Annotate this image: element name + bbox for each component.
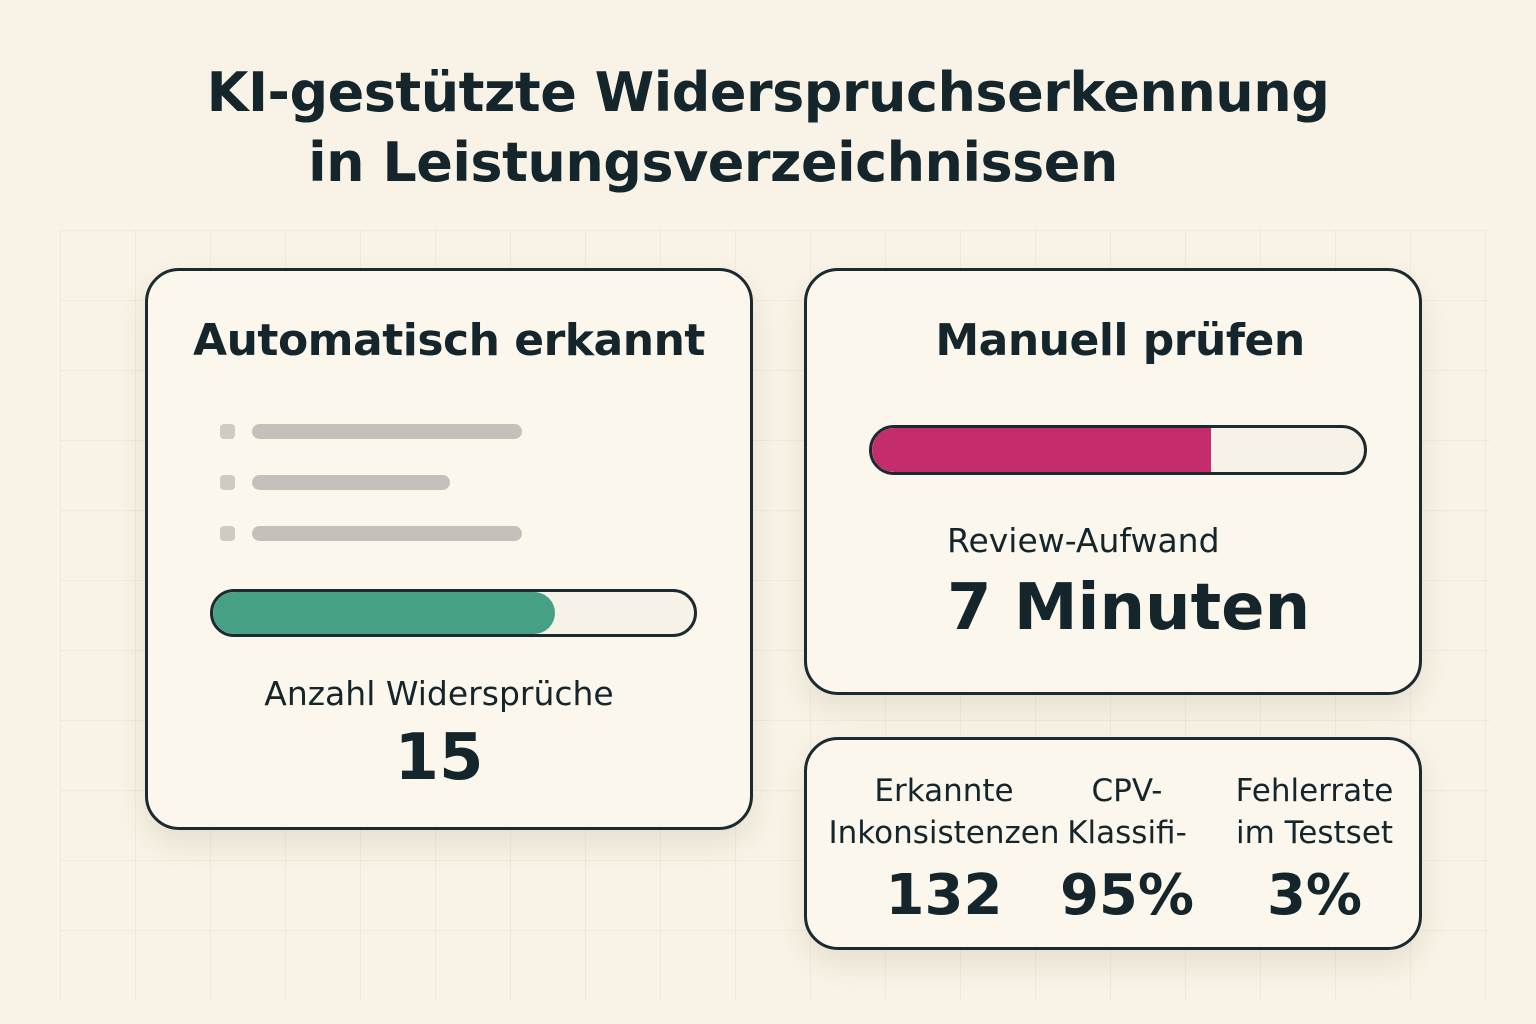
bullet-icon <box>220 424 235 439</box>
stat-label: Fehlerrate im Testset <box>1235 773 1394 851</box>
auto-progress-bar <box>210 589 697 637</box>
stat-value: 132 <box>885 863 1003 928</box>
manual-card-title: Manuell prüfen <box>935 315 1305 366</box>
bullet-icon <box>220 475 235 490</box>
title-line-1: KI-gestützte Widerspruchserkennung <box>206 61 1330 124</box>
placeholder-line <box>252 526 522 541</box>
bullet-icon <box>220 526 235 541</box>
auto-card-title: Automatisch erkannt <box>193 315 705 366</box>
placeholder-line <box>252 475 450 490</box>
title-line-2: in Leistungsverzeichnissen <box>308 131 1118 194</box>
review-progress-bar <box>869 425 1367 475</box>
stat-detected-inconsistencies: Erkannte Inkonsistenzen 132 <box>819 770 1069 928</box>
stat-value: 3% <box>1266 863 1363 928</box>
contradictions-value: 15 <box>394 721 484 795</box>
page-title: KI-gestützte Widerspruchserkennung in Le… <box>0 58 1536 198</box>
auto-detected-card: Automatisch erkannt Anzahl Widersprüche … <box>145 268 753 830</box>
placeholder-line <box>252 424 522 439</box>
stat-error-rate: Fehlerrate im Testset 3% <box>1217 770 1412 928</box>
review-progress-fill <box>872 428 1212 472</box>
stat-value: 95% <box>1059 863 1195 928</box>
manual-review-card: Manuell prüfen Review-Aufwand 7 Minuten <box>804 268 1422 695</box>
auto-progress-fill <box>213 592 555 634</box>
stat-label: Erkannte Inkonsistenzen <box>828 773 1060 851</box>
stat-label: CPV- Klassifi- <box>1067 773 1187 851</box>
review-effort-value: 7 Minuten <box>947 571 1311 645</box>
contradictions-label: Anzahl Widersprüche <box>264 674 614 713</box>
review-effort-label: Review-Aufwand <box>947 521 1220 560</box>
stats-card: Erkannte Inkonsistenzen 132 CPV- Klassif… <box>804 737 1422 950</box>
stat-cpv-classification: CPV- Klassifi- 95% <box>1057 770 1197 928</box>
